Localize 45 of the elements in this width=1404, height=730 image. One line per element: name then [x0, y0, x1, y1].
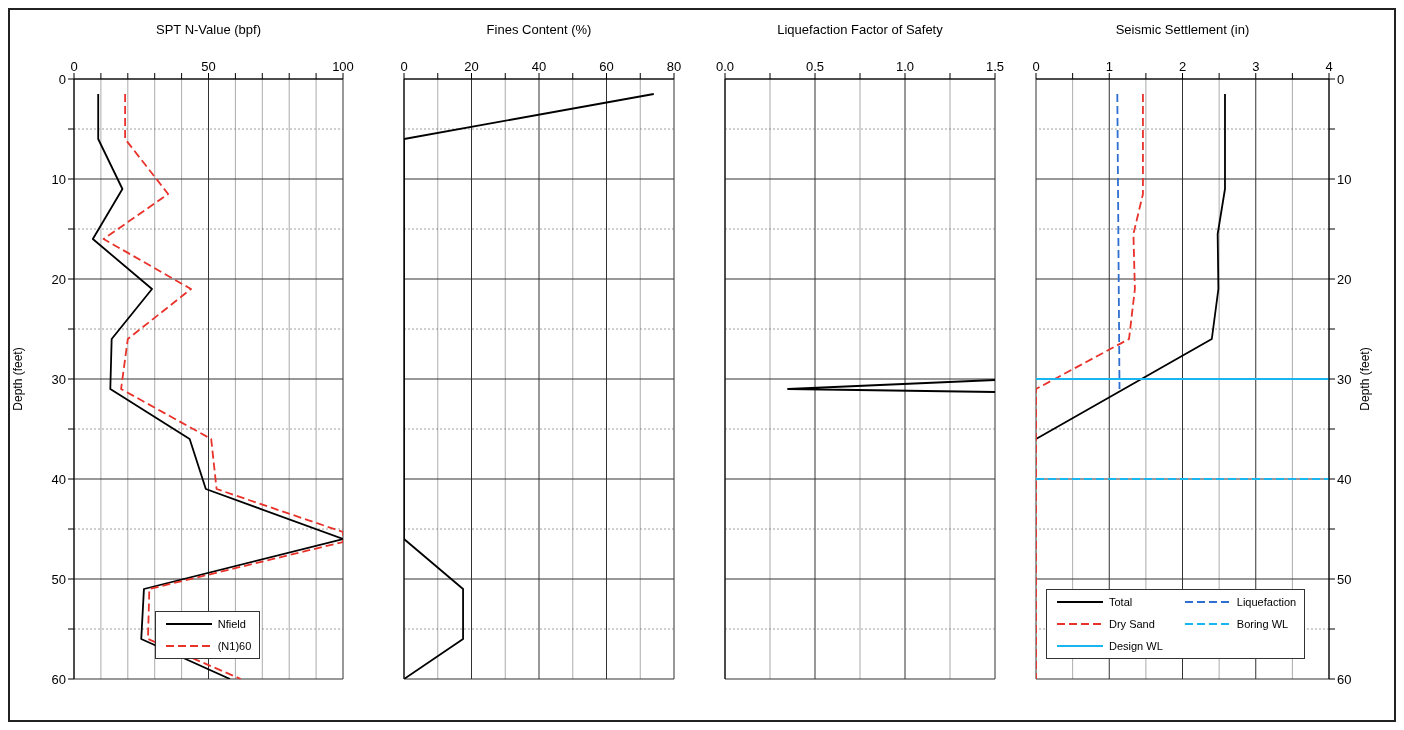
- y-tick-label: 0: [58, 71, 66, 87]
- y2-tick-label: 60: [1337, 671, 1352, 687]
- x-tick-label: 1: [1105, 59, 1113, 74]
- y-tick-label: 60: [51, 671, 66, 687]
- x-tick-label: 0.5: [805, 59, 825, 74]
- y-tick-label: 40: [51, 471, 66, 487]
- y2-axis-title: Depth (feet): [1358, 347, 1373, 411]
- legend-label: (N1)60: [217, 640, 252, 652]
- x-tick-label: 100: [332, 59, 354, 74]
- chart-title: Liquefaction Factor of Safety: [776, 22, 944, 37]
- y2-tick-label: 10: [1337, 171, 1352, 187]
- y-tick-label: 50: [51, 571, 66, 587]
- y-tick-label: 20: [51, 271, 66, 287]
- line-series: [1036, 93, 1226, 440]
- x-tick-label: 4: [1325, 59, 1333, 74]
- chart-title: Seismic Settlement (in): [1114, 22, 1251, 37]
- legend-label: Design WL: [1109, 640, 1163, 652]
- legend-label: Total: [1109, 596, 1133, 608]
- legend-label: Boring WL: [1236, 618, 1289, 630]
- legend-label: Nfield: [217, 618, 246, 630]
- x-tick-label: 60: [599, 59, 614, 74]
- x-tick-label: 3: [1252, 59, 1260, 74]
- x-tick-label: 20: [464, 59, 479, 74]
- y2-tick-label: 20: [1337, 271, 1352, 287]
- legend-label: Liquefaction: [1236, 596, 1297, 608]
- x-tick-label: 80: [666, 59, 682, 74]
- y-tick-label: 10: [51, 171, 66, 187]
- x-tick-label: 0: [70, 59, 78, 74]
- x-tick-label: 0.0: [715, 59, 735, 74]
- y-axis-title: Depth (feet): [11, 347, 26, 411]
- x-tick-label: 1.0: [895, 59, 915, 74]
- chart-title: Fines Content (%): [485, 22, 593, 37]
- y2-tick-label: 0: [1337, 71, 1345, 87]
- y2-tick-label: 40: [1337, 471, 1352, 487]
- x-tick-label: 0: [400, 59, 408, 74]
- x-tick-label: 2: [1178, 59, 1187, 74]
- x-tick-label: 40: [531, 59, 547, 74]
- x-tick-label: 50: [201, 59, 216, 74]
- x-tick-label: 1.5: [985, 59, 1005, 74]
- x-tick-label: 0: [1032, 59, 1040, 74]
- chart-title: SPT N-Value (bpf): [155, 22, 262, 37]
- y-tick-label: 30: [51, 371, 66, 387]
- y2-tick-label: 50: [1337, 571, 1352, 587]
- y2-tick-label: 30: [1337, 371, 1352, 387]
- legend-label: Dry Sand: [1109, 618, 1155, 630]
